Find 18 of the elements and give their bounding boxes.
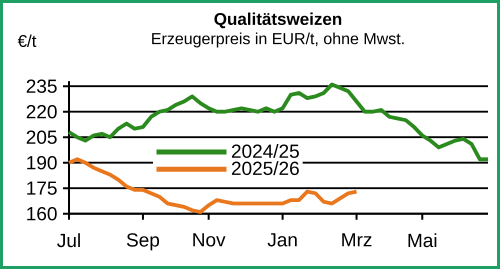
x-tick-label: Sep bbox=[126, 233, 160, 250]
y-tick-label: 160 bbox=[27, 206, 57, 220]
line-series bbox=[67, 82, 490, 162]
y-tick-label: 235 bbox=[26, 79, 57, 93]
y-tick-label: 190 bbox=[27, 156, 57, 170]
x-tick-label: Mrz bbox=[342, 233, 372, 246]
x-tick-label: Mai bbox=[408, 233, 436, 248]
y-tick-label: 175 bbox=[27, 182, 57, 195]
chart-title: Qualitätsweizen bbox=[214, 12, 342, 28]
chart-subtitle: Erzeugerpreis in EUR/t, ohne Mwst. bbox=[152, 32, 404, 48]
legend-label: 2025/26 bbox=[232, 161, 299, 176]
x-tick-label: Jan bbox=[268, 233, 297, 246]
y-axis-title: €/t bbox=[18, 34, 36, 48]
legend-label: 2024/25 bbox=[232, 144, 299, 158]
x-tick-label: Nov bbox=[193, 233, 226, 246]
x-tick-label: Jul bbox=[57, 233, 80, 248]
y-tick-label: 220 bbox=[26, 104, 57, 118]
y-tick-label: 205 bbox=[26, 130, 57, 144]
